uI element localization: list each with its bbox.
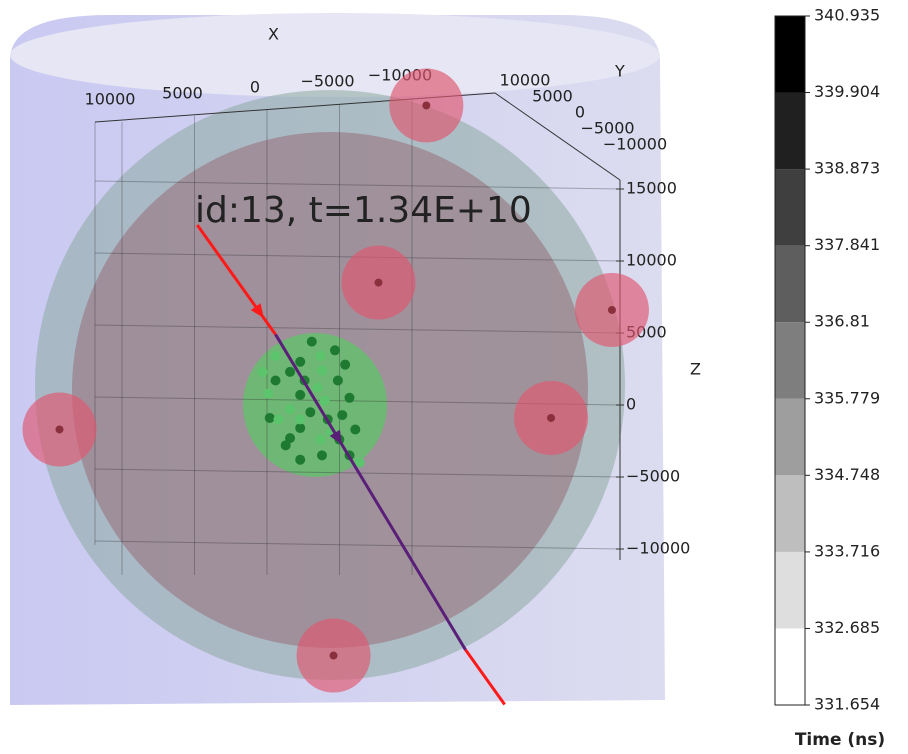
hit — [317, 450, 327, 460]
colorbar-band — [775, 628, 805, 705]
hit — [285, 367, 295, 377]
colorbar-band — [775, 475, 805, 552]
hit — [350, 424, 360, 434]
hit — [271, 376, 281, 386]
hit — [330, 345, 340, 355]
colorbar-band — [775, 552, 805, 629]
x-tick-label: −5000 — [300, 72, 354, 91]
detector — [10, 13, 665, 705]
hit — [295, 390, 305, 400]
hit — [305, 407, 315, 417]
colorbar-band — [775, 246, 805, 323]
y-tick-label: 5000 — [532, 87, 573, 106]
hit — [295, 357, 305, 367]
hit-sphere — [243, 333, 387, 477]
hit — [337, 410, 347, 420]
pmt-center — [422, 101, 430, 109]
colorbar-band — [775, 322, 805, 399]
colorbar-tick-label: 335.779 — [814, 388, 880, 407]
pmt-center — [547, 414, 555, 422]
z-axis-label: Z — [690, 360, 701, 379]
colorbar-tick-label: 332.685 — [814, 618, 880, 637]
pmt-center — [330, 652, 338, 660]
hit — [295, 455, 305, 465]
colorbar-band — [775, 169, 805, 246]
hit — [340, 360, 350, 370]
hit — [285, 433, 295, 443]
colorbar-tick-label: 339.904 — [814, 82, 880, 101]
colorbar-tick-label: 340.935 — [814, 6, 880, 25]
y-tick-label: −10000 — [603, 135, 667, 154]
hit — [285, 404, 295, 414]
hit — [345, 393, 355, 403]
pmt-center — [608, 306, 616, 314]
hit — [295, 414, 305, 424]
hit — [258, 367, 268, 377]
colorbar-tick-label: 337.841 — [814, 235, 880, 254]
z-tick-label: −10000 — [626, 539, 690, 558]
hit — [317, 365, 327, 375]
x-tick-label: 5000 — [162, 84, 203, 103]
z-tick-label: −5000 — [626, 467, 680, 486]
event-annotation: id:13, t=1.34E+10 — [195, 190, 532, 231]
hit — [265, 413, 275, 423]
z-tick-label: 15000 — [626, 179, 677, 198]
hit — [307, 337, 317, 347]
pmt-center — [375, 279, 383, 287]
colorbar-tick-label: 333.716 — [814, 541, 880, 560]
z-tick-label: 0 — [626, 395, 636, 414]
hit — [313, 383, 323, 393]
hit — [273, 414, 283, 424]
y-axis-label: Y — [614, 62, 625, 81]
hit — [263, 388, 273, 398]
pmt-center — [56, 425, 64, 433]
hit — [271, 351, 281, 361]
colorbar-tick-label: 338.873 — [814, 159, 880, 178]
x-tick-label: 0 — [250, 78, 260, 97]
colorbar-tick-label: 336.81 — [814, 312, 870, 331]
colorbar-tick-label: 334.748 — [814, 465, 880, 484]
colorbar-tick-label: 331.654 — [814, 695, 880, 714]
colorbar-band — [775, 16, 805, 93]
x-axis-label: X — [268, 25, 279, 44]
colorbar-band — [775, 93, 805, 170]
hit — [333, 376, 343, 386]
hit — [316, 351, 326, 361]
hit — [320, 396, 330, 406]
z-tick-label: 10000 — [626, 251, 677, 270]
x-tick-label: 10000 — [85, 90, 136, 109]
hit — [295, 423, 305, 433]
event-display: X Y Z id:13, t=1.34E+10 Time (ns) 15000 1… — [0, 0, 908, 754]
colorbar-band — [775, 399, 805, 476]
hit — [316, 435, 326, 445]
colorbar-label: Time (ns) — [795, 730, 885, 750]
